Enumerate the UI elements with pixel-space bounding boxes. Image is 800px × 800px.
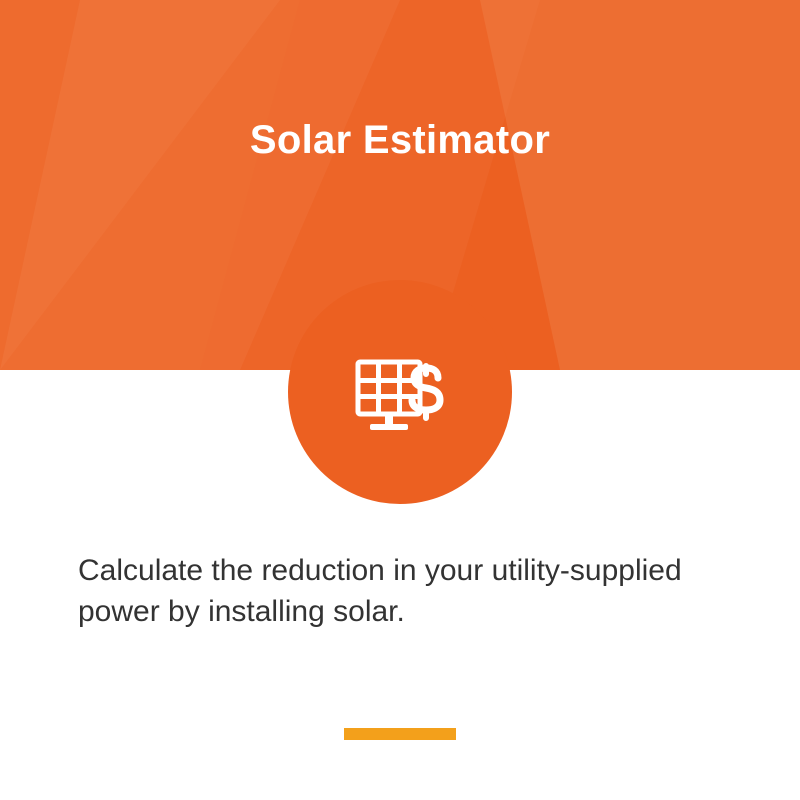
hero-title: Solar Estimator — [0, 118, 800, 163]
hero-banner: Solar Estimator — [0, 0, 800, 370]
description-text: Calculate the reduction in your utility-… — [78, 550, 722, 633]
solar-dollar-icon — [352, 354, 448, 445]
icon-circle — [288, 280, 512, 504]
accent-bar — [344, 728, 456, 740]
